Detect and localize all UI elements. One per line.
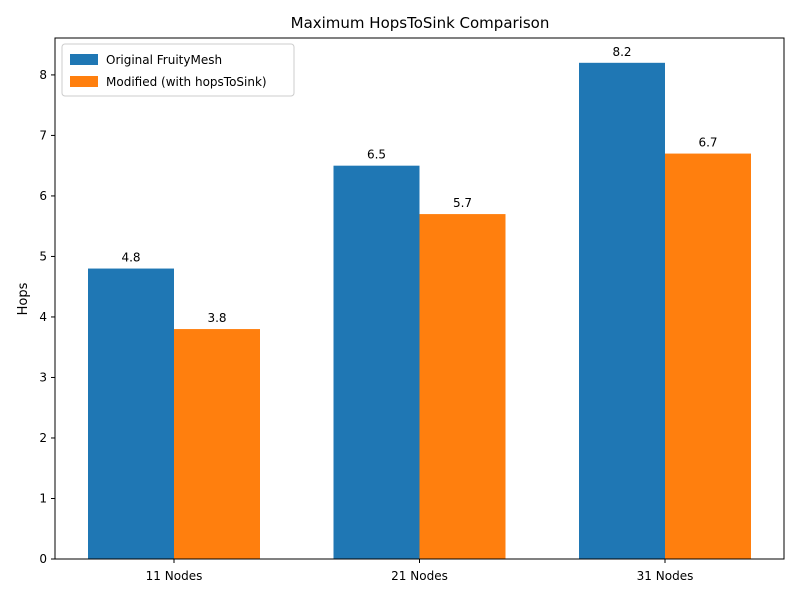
- axes-layer: 11 Nodes 21 Nodes 31 Nodes 0 1 2 3 4 5 6 7 8: [39, 37, 785, 583]
- legend-box: [61, 43, 295, 97]
- data-label: 6.5: [367, 148, 386, 162]
- legend-swatch-modified: [70, 76, 98, 87]
- legend: Original FruityMesh Modified (with hopsTo…: [61, 43, 295, 97]
- y-axis-title: Hops: [16, 282, 31, 315]
- y-tick-label: 7: [39, 128, 47, 142]
- data-label: 5.7: [453, 196, 472, 210]
- data-label: 6.7: [698, 136, 717, 150]
- x-tick-label: 31 Nodes: [637, 569, 694, 583]
- chart-title: Maximum HopsToSink Comparison: [291, 14, 550, 32]
- bar-original-2: [333, 165, 420, 559]
- y-tick-label: 5: [39, 249, 47, 263]
- legend-swatch-original: [70, 54, 98, 65]
- x-tick-label: 11 Nodes: [146, 569, 203, 583]
- y-tick-label: 6: [39, 189, 47, 203]
- data-labels-layer: 4.8 3.8 6.5 5.7 8.2 6.7: [121, 45, 717, 325]
- data-label: 8.2: [612, 45, 631, 59]
- bar-modified-3: [665, 153, 751, 559]
- data-label: 4.8: [121, 251, 140, 265]
- bar-original-1: [88, 268, 174, 559]
- bars-layer: [88, 62, 751, 560]
- legend-label-original: Original FruityMesh: [106, 53, 222, 67]
- y-tick-label: 1: [39, 491, 47, 505]
- y-tick-label: 8: [39, 68, 47, 82]
- bar-original-3: [579, 62, 665, 560]
- legend-label-modified: Modified (with hopsToSink): [106, 75, 267, 89]
- data-label: 3.8: [207, 311, 226, 325]
- x-tick-label: 21 Nodes: [391, 569, 448, 583]
- plot-frame: [54, 37, 785, 560]
- bar-modified-2: [419, 214, 506, 560]
- y-tick-label: 4: [39, 310, 47, 324]
- y-tick-label: 2: [39, 431, 47, 445]
- y-tick-label: 3: [39, 370, 47, 384]
- y-tick-label: 0: [39, 552, 47, 566]
- bar-modified-1: [174, 329, 260, 559]
